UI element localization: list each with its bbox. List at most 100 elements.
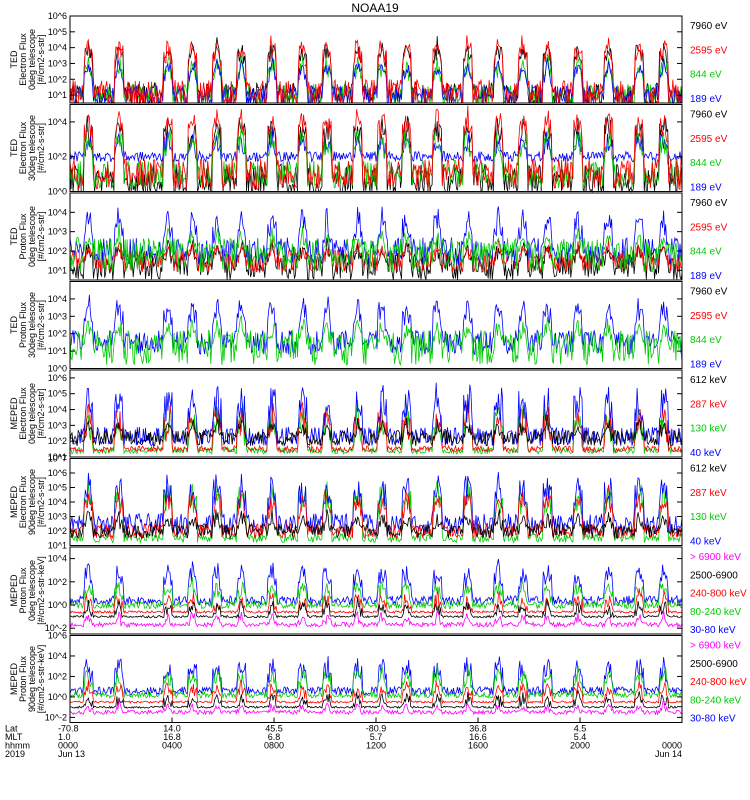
series-line-4 [69, 689, 683, 710]
x-tick-label: 45.5 [265, 724, 283, 734]
y-axis-label-line: 0deg telescope [27, 560, 37, 621]
y-axis-label-line: Electron Flux [18, 121, 28, 174]
series-line-4 [69, 222, 683, 274]
y-axis-label-line: MEPED [9, 574, 19, 607]
y-tick-label: 10^4 [48, 554, 67, 564]
y-tick-label: 10^1 [48, 346, 67, 356]
x-axis: Lat -70.8 14.0 45.5 -80.9 36.8 4.5 MLT 1.0 16.8 6.… [5, 717, 683, 759]
x-tick-label: -80.9 [366, 724, 387, 734]
y-axis-label: TEDElectron Flux30deg telescope[#/cm2-s-… [9, 115, 46, 181]
series-line-2 [69, 128, 683, 163]
y-tick-label: 10^1 [48, 90, 67, 100]
y-axis-label-line: [#/cm2-s-str-keV] [36, 645, 46, 714]
x-row-label: Lat [5, 724, 18, 734]
legend-entry: 844 eV [690, 247, 722, 258]
y-tick-label: 10^4 [48, 207, 67, 217]
y-axis-label: TEDElectron Flux0deg telescope[#/cm2-s-s… [9, 29, 46, 90]
x-tick-label: -70.8 [58, 724, 79, 734]
y-tick-label: 10^2 [48, 526, 67, 536]
series-line-4 [69, 415, 683, 447]
x-row-label: hhmm [5, 741, 30, 751]
legend-entry: > 6900 keV [690, 641, 741, 652]
series-line-1 [69, 656, 683, 697]
y-tick-label: 10^2 [48, 436, 67, 446]
panel-6: 10^110^210^310^410^510^610^7MEPEDElectro… [9, 454, 727, 551]
series-line-3 [69, 206, 683, 265]
y-tick-label: 10^0 [48, 364, 67, 374]
series-line-2 [69, 315, 683, 366]
chart-title: NOAA19 [351, 1, 399, 15]
y-tick-label: 10^5 [48, 389, 67, 399]
x-tick-label: 2000 [570, 741, 590, 751]
series-line-4 [69, 105, 683, 191]
legend-entry: 30-80 keV [690, 714, 736, 725]
y-tick-label: 10^4 [48, 294, 67, 304]
y-tick-label: 10^-2 [45, 623, 67, 633]
x-tick-label: 1600 [468, 741, 488, 751]
series-line-3 [69, 588, 683, 615]
legend-entry: 844 eV [690, 335, 722, 346]
y-tick-label: 10^-2 [45, 712, 67, 722]
legend-entry: > 6900 keV [690, 552, 741, 563]
series-line-2 [69, 472, 683, 536]
panel-frame [69, 281, 683, 369]
y-axis-label-line: TED [9, 227, 19, 246]
y-tick-label: 10^1 [48, 541, 67, 551]
panel-frame [69, 15, 683, 104]
legend-entry: 130 keV [690, 424, 727, 435]
y-axis-label-line: 30deg telescope [27, 115, 37, 181]
legend-entry: 2595 eV [690, 134, 728, 145]
panel-frame [69, 192, 683, 281]
y-tick-label: 10^4 [48, 117, 67, 127]
y-tick-label: 10^1 [48, 452, 67, 462]
y-tick-label: 10^6 [48, 373, 67, 383]
y-axis-label-line: Proton Flux [18, 567, 28, 614]
series-line-5 [69, 609, 683, 629]
x-tick-label: 6.8 [268, 732, 281, 742]
y-axis-label-line: [#/cm2-s-str-keV] [36, 556, 46, 625]
series-line-3 [69, 679, 683, 705]
series-line-1 [69, 400, 683, 455]
y-tick-label: 10^2 [48, 74, 67, 84]
y-tick-label: 10^0 [48, 600, 67, 610]
y-axis-label: MEPEDElectron Flux0deg telescope[#/cm2-s… [9, 383, 46, 444]
y-axis-label-line: Electron Flux [18, 33, 28, 86]
y-tick-label: 10^0 [48, 187, 67, 197]
y-tick-label: 10^3 [48, 58, 67, 68]
y-axis-label-line: MEPED [9, 663, 19, 696]
legend-entry: 40 keV [690, 448, 721, 459]
legend-entry: 189 eV [690, 183, 722, 194]
legend-entry: 80-240 keV [690, 695, 741, 706]
y-tick-label: 10^2 [48, 671, 67, 681]
legend-entry: 240-800 keV [690, 589, 747, 600]
series-line-1 [69, 294, 683, 356]
y-axis-label: MEPEDElectron Flux90deg telescope[#/cm2-… [9, 469, 46, 535]
x-tick-label: 5.4 [574, 732, 587, 742]
y-tick-label: 10^5 [48, 483, 67, 493]
series-line-2 [69, 401, 683, 454]
x-tick-label: 0000 [662, 741, 682, 751]
series-line-5 [69, 699, 683, 716]
x-tick-label: 0400 [162, 741, 182, 751]
y-tick-label: 10^3 [48, 512, 67, 522]
panel-frame [69, 635, 683, 723]
legend-entry: 189 eV [690, 360, 722, 371]
series-line-4 [69, 597, 683, 619]
panel-frame [69, 104, 683, 192]
legend-entry: 40 keV [690, 537, 721, 548]
y-tick-label: 10^5 [48, 27, 67, 37]
x-tick-label: 36.8 [469, 724, 487, 734]
y-tick-label: 10^4 [48, 651, 67, 661]
y-axis-label-line: [#/cm2-s-str] [36, 477, 46, 527]
y-axis-label-line: TED [9, 50, 19, 69]
y-axis-label-line: Electron Flux [18, 475, 28, 528]
x-tick-label: 0800 [264, 741, 284, 751]
y-tick-label: 10^4 [48, 497, 67, 507]
y-axis-label: TEDProton Flux30deg telescope[#/cm2-s-st… [9, 292, 46, 358]
y-axis-label-line: MEPED [9, 486, 19, 519]
legend-entry: 844 eV [690, 70, 722, 81]
